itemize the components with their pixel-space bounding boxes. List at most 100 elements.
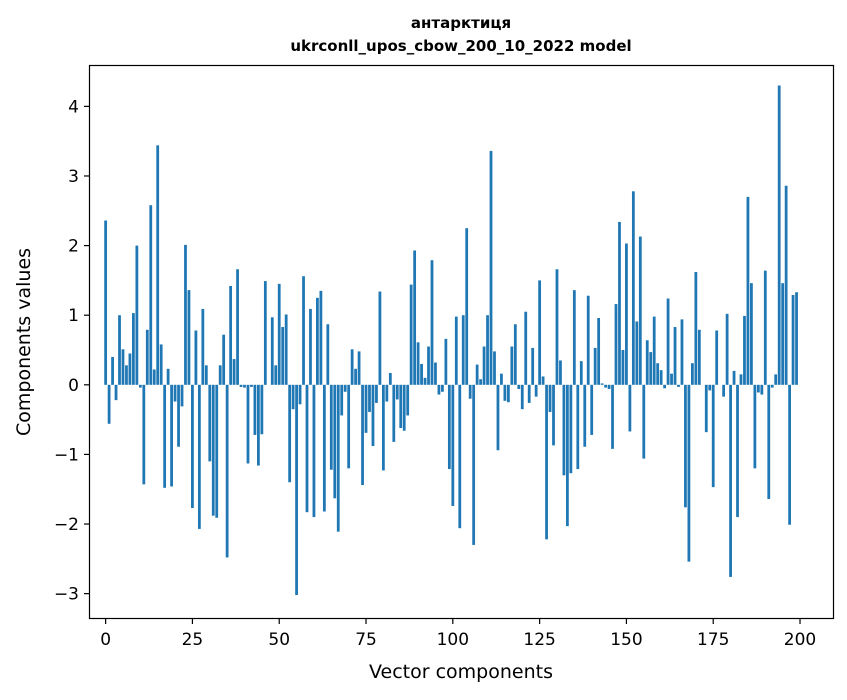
bar-165: [677, 384, 680, 387]
bar-39: [239, 384, 243, 387]
bar-174: [708, 384, 712, 391]
bar-60: [312, 384, 316, 518]
bar-15: [156, 145, 160, 385]
bar-24: [187, 290, 191, 385]
bar-67: [336, 384, 340, 532]
bar-141: [593, 347, 597, 385]
bar-68: [340, 384, 344, 416]
bar-87: [406, 384, 410, 416]
bar-171: [697, 329, 701, 385]
bar-121: [524, 311, 528, 385]
bar-33: [218, 365, 222, 385]
bar-196: [784, 185, 788, 385]
bar-129: [552, 384, 555, 446]
bar-138: [583, 384, 587, 447]
x-tick-label: 100: [437, 630, 469, 650]
bar-113: [496, 384, 500, 451]
chart-title-model: ukrconll_upos_cbow_200_10_2022 model: [290, 37, 631, 55]
bar-122: [527, 384, 531, 403]
bar-12: [145, 329, 149, 385]
bar-53: [288, 384, 292, 483]
bar-1: [107, 384, 111, 424]
bar-194: [777, 85, 781, 385]
bar-145: [607, 384, 611, 389]
y-tick-label: 4: [68, 97, 79, 117]
bar-99: [447, 384, 451, 470]
bar-144: [604, 384, 607, 388]
bar-150: [625, 243, 628, 385]
bar-73: [357, 351, 361, 385]
bar-44: [257, 384, 260, 466]
bar-163: [670, 373, 673, 385]
bar-199: [795, 292, 798, 385]
bar-195: [781, 283, 785, 385]
bar-136: [576, 384, 580, 470]
bar-151: [628, 384, 632, 432]
bar-176: [715, 330, 719, 385]
bar-95: [434, 362, 437, 385]
chart-title-word: антарктиця: [411, 14, 511, 32]
bar-8: [132, 313, 135, 385]
bar-62: [319, 290, 323, 385]
bar-64: [326, 324, 330, 385]
bar-123: [531, 347, 535, 385]
x-tick-label: 50: [268, 630, 290, 650]
plot-frame: [88, 64, 835, 620]
bar-37: [232, 359, 236, 385]
bar-186: [750, 283, 753, 385]
bar-101: [454, 316, 458, 385]
bar-59: [309, 308, 312, 385]
bar-32: [215, 384, 219, 518]
bar-96: [437, 384, 441, 395]
bar-16: [159, 344, 163, 385]
bar-185: [746, 196, 750, 385]
bar-66: [333, 384, 337, 499]
bar-31: [211, 384, 215, 516]
bar-93: [427, 346, 430, 385]
bar-189: [760, 384, 764, 395]
bar-167: [684, 384, 687, 508]
bar-40: [243, 384, 246, 388]
bar-86: [402, 384, 406, 431]
bar-43: [253, 384, 257, 435]
bar-157: [649, 352, 653, 385]
bar-146: [611, 384, 614, 449]
bar-5: [121, 349, 125, 385]
bar-117: [510, 346, 514, 385]
bar-134: [569, 384, 573, 474]
bar-90: [416, 342, 420, 385]
bar-124: [534, 384, 538, 397]
bar-65: [329, 384, 333, 470]
bar-170: [694, 272, 698, 385]
bar-111: [489, 150, 493, 385]
y-axis-label: Components values: [13, 248, 35, 436]
bar-50: [277, 283, 281, 385]
bar-135: [572, 290, 576, 385]
y-tick-label: 3: [68, 167, 79, 187]
bar-164: [673, 327, 677, 385]
bar-17: [163, 384, 167, 488]
bar-131: [559, 360, 562, 385]
bar-4: [118, 315, 121, 385]
bar-114: [500, 373, 503, 385]
bar-187: [753, 384, 757, 469]
bar-54: [291, 384, 295, 410]
bar-81: [385, 384, 389, 402]
bar-82: [388, 372, 392, 385]
bar-91: [420, 363, 423, 385]
bar-42: [250, 384, 253, 387]
bar-190: [763, 270, 767, 385]
bar-110: [486, 315, 489, 385]
bar-105: [468, 384, 472, 399]
bar-57: [302, 276, 305, 385]
bar-152: [631, 191, 635, 385]
bar-193: [774, 374, 778, 385]
bar-76: [368, 384, 371, 412]
bar-45: [260, 384, 264, 435]
bar-84: [395, 384, 399, 400]
bar-168: [687, 384, 691, 562]
bar-75: [364, 384, 368, 433]
bar-125: [538, 280, 542, 385]
bar-106: [472, 384, 476, 545]
